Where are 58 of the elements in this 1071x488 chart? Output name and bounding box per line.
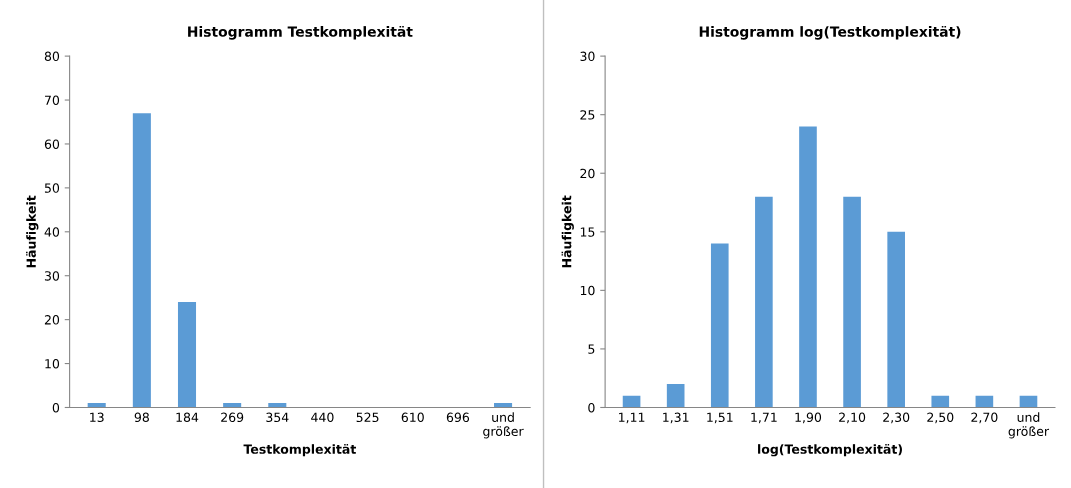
x-tick-label: 354 xyxy=(266,412,289,423)
x-tick-label: 2,70 xyxy=(971,412,998,424)
x-axis-title: log(Testkomplexität) xyxy=(758,443,902,457)
x-tick-label: und größer xyxy=(1008,412,1050,439)
x-tick-label: 13 xyxy=(90,412,104,423)
y-tick-label: 50 xyxy=(44,183,60,193)
x-tick-label: 269 xyxy=(221,412,244,423)
bar xyxy=(755,196,773,408)
y-tick-label: 0 xyxy=(52,402,60,413)
x-tick-label: 1,51 xyxy=(707,412,733,424)
bar xyxy=(132,113,151,408)
x-tick-label: 1,11 xyxy=(619,412,645,424)
bar xyxy=(1019,395,1038,408)
x-tick-label: 1,31 xyxy=(663,412,689,424)
y-tick-label: 25 xyxy=(580,110,595,120)
x-tick-label: 696 xyxy=(446,412,470,423)
chart-title: Histogramm log(Testkomplexität) xyxy=(699,25,961,40)
bar xyxy=(931,395,950,408)
chart-title: Histogramm Testkomplexität xyxy=(188,25,413,40)
y-tick-label: 15 xyxy=(580,227,595,237)
x-tick-label: 440 xyxy=(311,412,334,423)
x-tick-label: 184 xyxy=(176,412,199,423)
bar xyxy=(887,231,905,408)
x-tick-label: 2,10 xyxy=(839,412,866,424)
bar xyxy=(223,403,242,408)
y-tick-label: 20 xyxy=(580,168,595,179)
bar xyxy=(710,243,729,408)
bar xyxy=(799,126,817,408)
y-axis-title: Häufigkeit xyxy=(26,195,39,268)
x-tick-label: und größer xyxy=(483,412,524,439)
y-tick-label: 60 xyxy=(44,139,60,149)
bar xyxy=(666,384,685,408)
y-tick-label: 5 xyxy=(588,344,595,354)
y-tick-label: 30 xyxy=(44,271,60,281)
bar xyxy=(975,395,994,408)
y-axis-title: Häufigkeit xyxy=(561,195,574,268)
bar xyxy=(177,302,197,408)
y-tick-label: 20 xyxy=(44,315,60,325)
x-tick-label: 2,30 xyxy=(883,412,910,424)
x-tick-label: 1,71 xyxy=(751,412,777,424)
x-tick-label: 610 xyxy=(401,412,424,423)
bar xyxy=(494,403,513,408)
x-tick-label: 2,50 xyxy=(927,412,954,424)
y-tick-label: 80 xyxy=(44,51,60,62)
bar xyxy=(622,395,641,408)
y-tick-label: 10 xyxy=(45,359,60,369)
x-tick-label: 525 xyxy=(356,412,379,423)
x-axis-title: Testkomplexität xyxy=(243,443,356,457)
y-tick-label: 40 xyxy=(44,227,60,237)
y-tick-label: 30 xyxy=(580,51,595,62)
bar xyxy=(87,403,106,408)
bar xyxy=(843,196,861,408)
x-tick-label: 1,90 xyxy=(795,412,822,424)
y-tick-label: 10 xyxy=(580,285,595,296)
y-tick-label: 70 xyxy=(45,95,60,105)
bar xyxy=(268,403,287,408)
y-tick-label: 0 xyxy=(588,402,595,413)
x-tick-label: 98 xyxy=(134,412,149,423)
